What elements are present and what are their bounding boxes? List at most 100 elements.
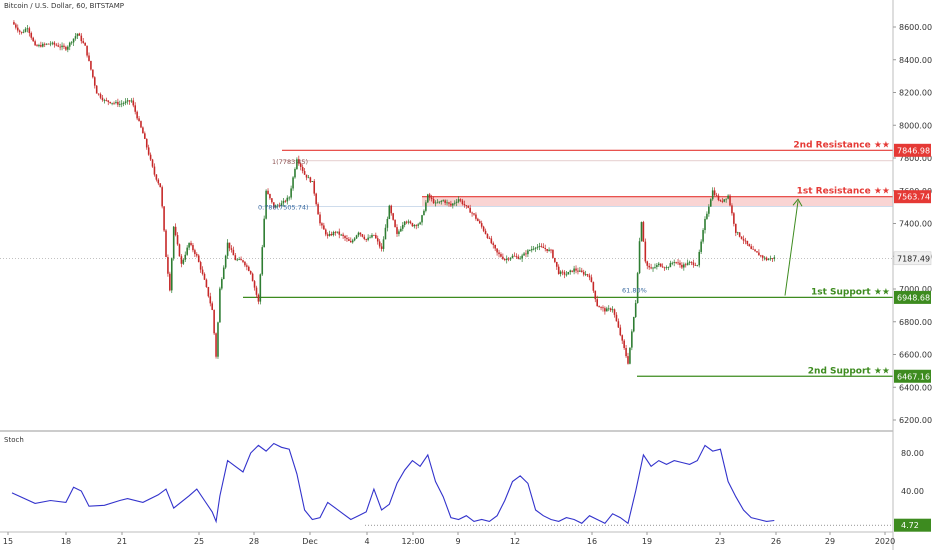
candle-body: [423, 210, 425, 216]
candle-body: [386, 218, 389, 228]
candle-body: [511, 255, 514, 258]
candle-body: [711, 190, 714, 200]
candle-body: [552, 249, 554, 258]
x-tick-label: 25: [194, 537, 204, 546]
candle-body: [45, 43, 48, 45]
stoch-value-tag: [894, 518, 931, 532]
candle-body: [523, 253, 525, 256]
candle-body: [756, 251, 758, 253]
candle-body: [301, 166, 304, 172]
candle-body: [748, 244, 751, 247]
candle-body: [731, 205, 733, 214]
candle-body: [101, 97, 104, 101]
candle-body: [502, 256, 504, 260]
candle-body: [192, 245, 194, 251]
candle-body: [663, 267, 666, 269]
candle-body: [590, 277, 593, 283]
candle-body: [61, 45, 63, 48]
candle-body: [444, 200, 446, 203]
candle-body: [361, 234, 364, 237]
candle-body: [53, 42, 56, 45]
candle-body: [226, 242, 229, 256]
candle-body: [773, 257, 776, 259]
candle-body: [280, 203, 283, 207]
candle-body: [348, 239, 350, 241]
candle-body: [120, 103, 123, 105]
candle-body: [394, 219, 396, 228]
candle-body: [234, 255, 237, 261]
candle-body: [286, 197, 289, 202]
candle-body: [471, 212, 473, 214]
candle-body: [769, 258, 772, 260]
candle-body: [567, 272, 570, 275]
y-tick-label: 7000.00: [899, 285, 932, 294]
candle-body: [557, 266, 560, 274]
fib-label: 1(7783.45): [272, 158, 308, 166]
candle-body: [373, 234, 375, 236]
candle-body: [421, 215, 423, 223]
candle-body: [575, 268, 577, 271]
candle-body: [488, 237, 491, 239]
candle-body: [650, 267, 652, 269]
candle-body: [434, 202, 437, 204]
x-tick-label: 19: [642, 537, 652, 546]
candle-body: [586, 274, 589, 276]
candle-body: [467, 205, 470, 208]
candle-body: [326, 234, 329, 236]
candle-body: [604, 308, 606, 312]
candle-body: [513, 255, 516, 257]
chart-title: Bitcoin / U.S. Dollar, 60, BITSTAMP: [4, 2, 124, 10]
candle-body: [117, 101, 119, 105]
candle-body: [149, 154, 152, 160]
candle-body: [259, 274, 262, 302]
level-name: 1st Resistance ★★: [797, 187, 890, 197]
candle-body: [59, 46, 61, 48]
candle-body: [548, 249, 550, 251]
candle-body: [130, 100, 133, 102]
candle-body: [413, 225, 416, 227]
candle-body: [736, 232, 739, 234]
candle-body: [517, 256, 520, 259]
candle-body: [648, 265, 650, 268]
candle-body: [323, 225, 325, 230]
x-tick-label: 2020: [875, 537, 895, 546]
level-price-tag-text: 7563.74: [897, 193, 930, 202]
candle-body: [750, 246, 752, 249]
candle-body: [623, 340, 625, 348]
candle-body: [38, 45, 40, 47]
candle-body: [205, 279, 208, 288]
candle-body: [713, 190, 716, 196]
candle-body: [269, 194, 271, 199]
candle-body: [22, 31, 25, 33]
candle-body: [184, 254, 187, 260]
candle-body: [409, 221, 412, 224]
candle-body: [342, 234, 344, 236]
candle-body: [74, 36, 77, 39]
candle-body: [530, 249, 533, 251]
candle-body: [319, 214, 321, 224]
candle-body: [417, 224, 419, 226]
candle-body: [257, 294, 260, 302]
candle-body: [740, 236, 743, 239]
candle-body: [288, 197, 290, 199]
level-price-tag-text: 6948.68: [897, 293, 930, 302]
candle-body: [255, 287, 258, 295]
candle-body: [411, 223, 414, 227]
candle-body: [561, 271, 564, 273]
candle-body: [132, 100, 135, 106]
candle-body: [425, 202, 427, 211]
candle-body: [371, 234, 373, 238]
candle-body: [771, 258, 774, 260]
candle-body: [665, 267, 668, 269]
x-tick-label: 12: [510, 537, 520, 546]
candle-body: [103, 99, 106, 101]
candle-body: [659, 263, 662, 267]
candle-body: [42, 43, 44, 47]
candle-body: [721, 200, 724, 202]
candle-body: [186, 247, 188, 255]
level-name: 2nd Support ★★: [808, 366, 890, 376]
candle-body: [415, 225, 418, 226]
candle-body: [465, 205, 468, 206]
candle-body: [167, 257, 169, 274]
